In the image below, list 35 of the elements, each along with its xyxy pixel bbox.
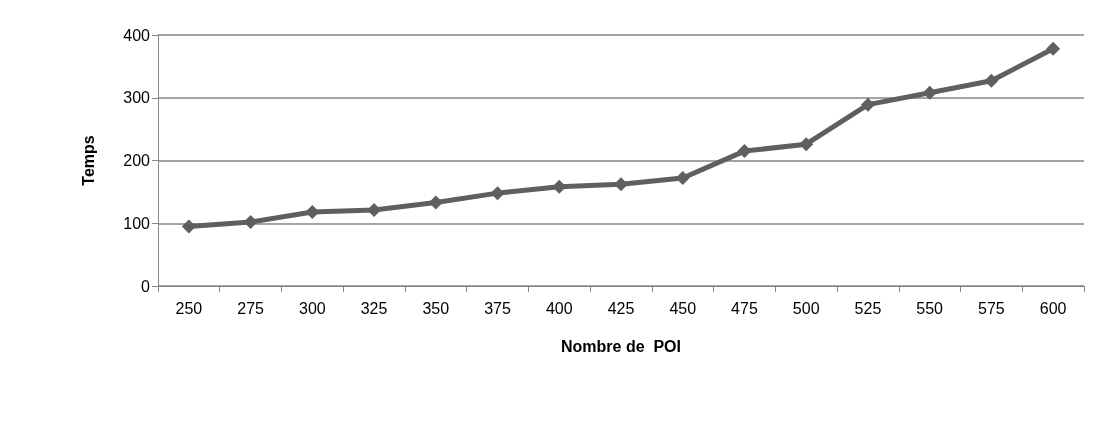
x-tick-label: 600 [1039,299,1067,317]
x-tick-label: 550 [916,299,944,317]
y-axis-title: Temps [79,135,97,186]
point [799,137,814,152]
point [243,214,258,229]
point [490,186,505,201]
point [367,203,382,218]
x-tick-label: 450 [669,299,697,317]
x-tick-label: 500 [792,299,820,317]
y-tick-label: 400 [123,26,151,44]
x-tick-label: 525 [854,299,882,317]
point [1046,41,1061,56]
y-tick-label: 100 [123,214,151,232]
x-tick-label: 250 [175,299,203,317]
x-tick-label: 275 [237,299,265,317]
x-tick-label: 400 [545,299,573,317]
point [737,144,752,159]
point [922,85,937,100]
point [984,73,999,88]
y-tick-label: 200 [123,152,151,169]
point [428,195,443,210]
point [614,177,628,192]
x-tick-label: 575 [978,299,1005,317]
x-tick-label: 425 [607,299,635,317]
point [860,97,875,112]
y-tick-label: 300 [123,89,151,107]
point [181,219,196,234]
x-tick-label: 475 [731,299,758,317]
x-tick-label: 375 [484,299,511,317]
x-tick-label: 300 [298,299,326,317]
point [305,204,320,219]
y-tick-label: 0 [141,277,151,295]
x-axis-title: Nombre de POI [560,337,682,355]
x-tick-label: 325 [360,299,388,317]
x-tick-label: 350 [422,299,450,317]
